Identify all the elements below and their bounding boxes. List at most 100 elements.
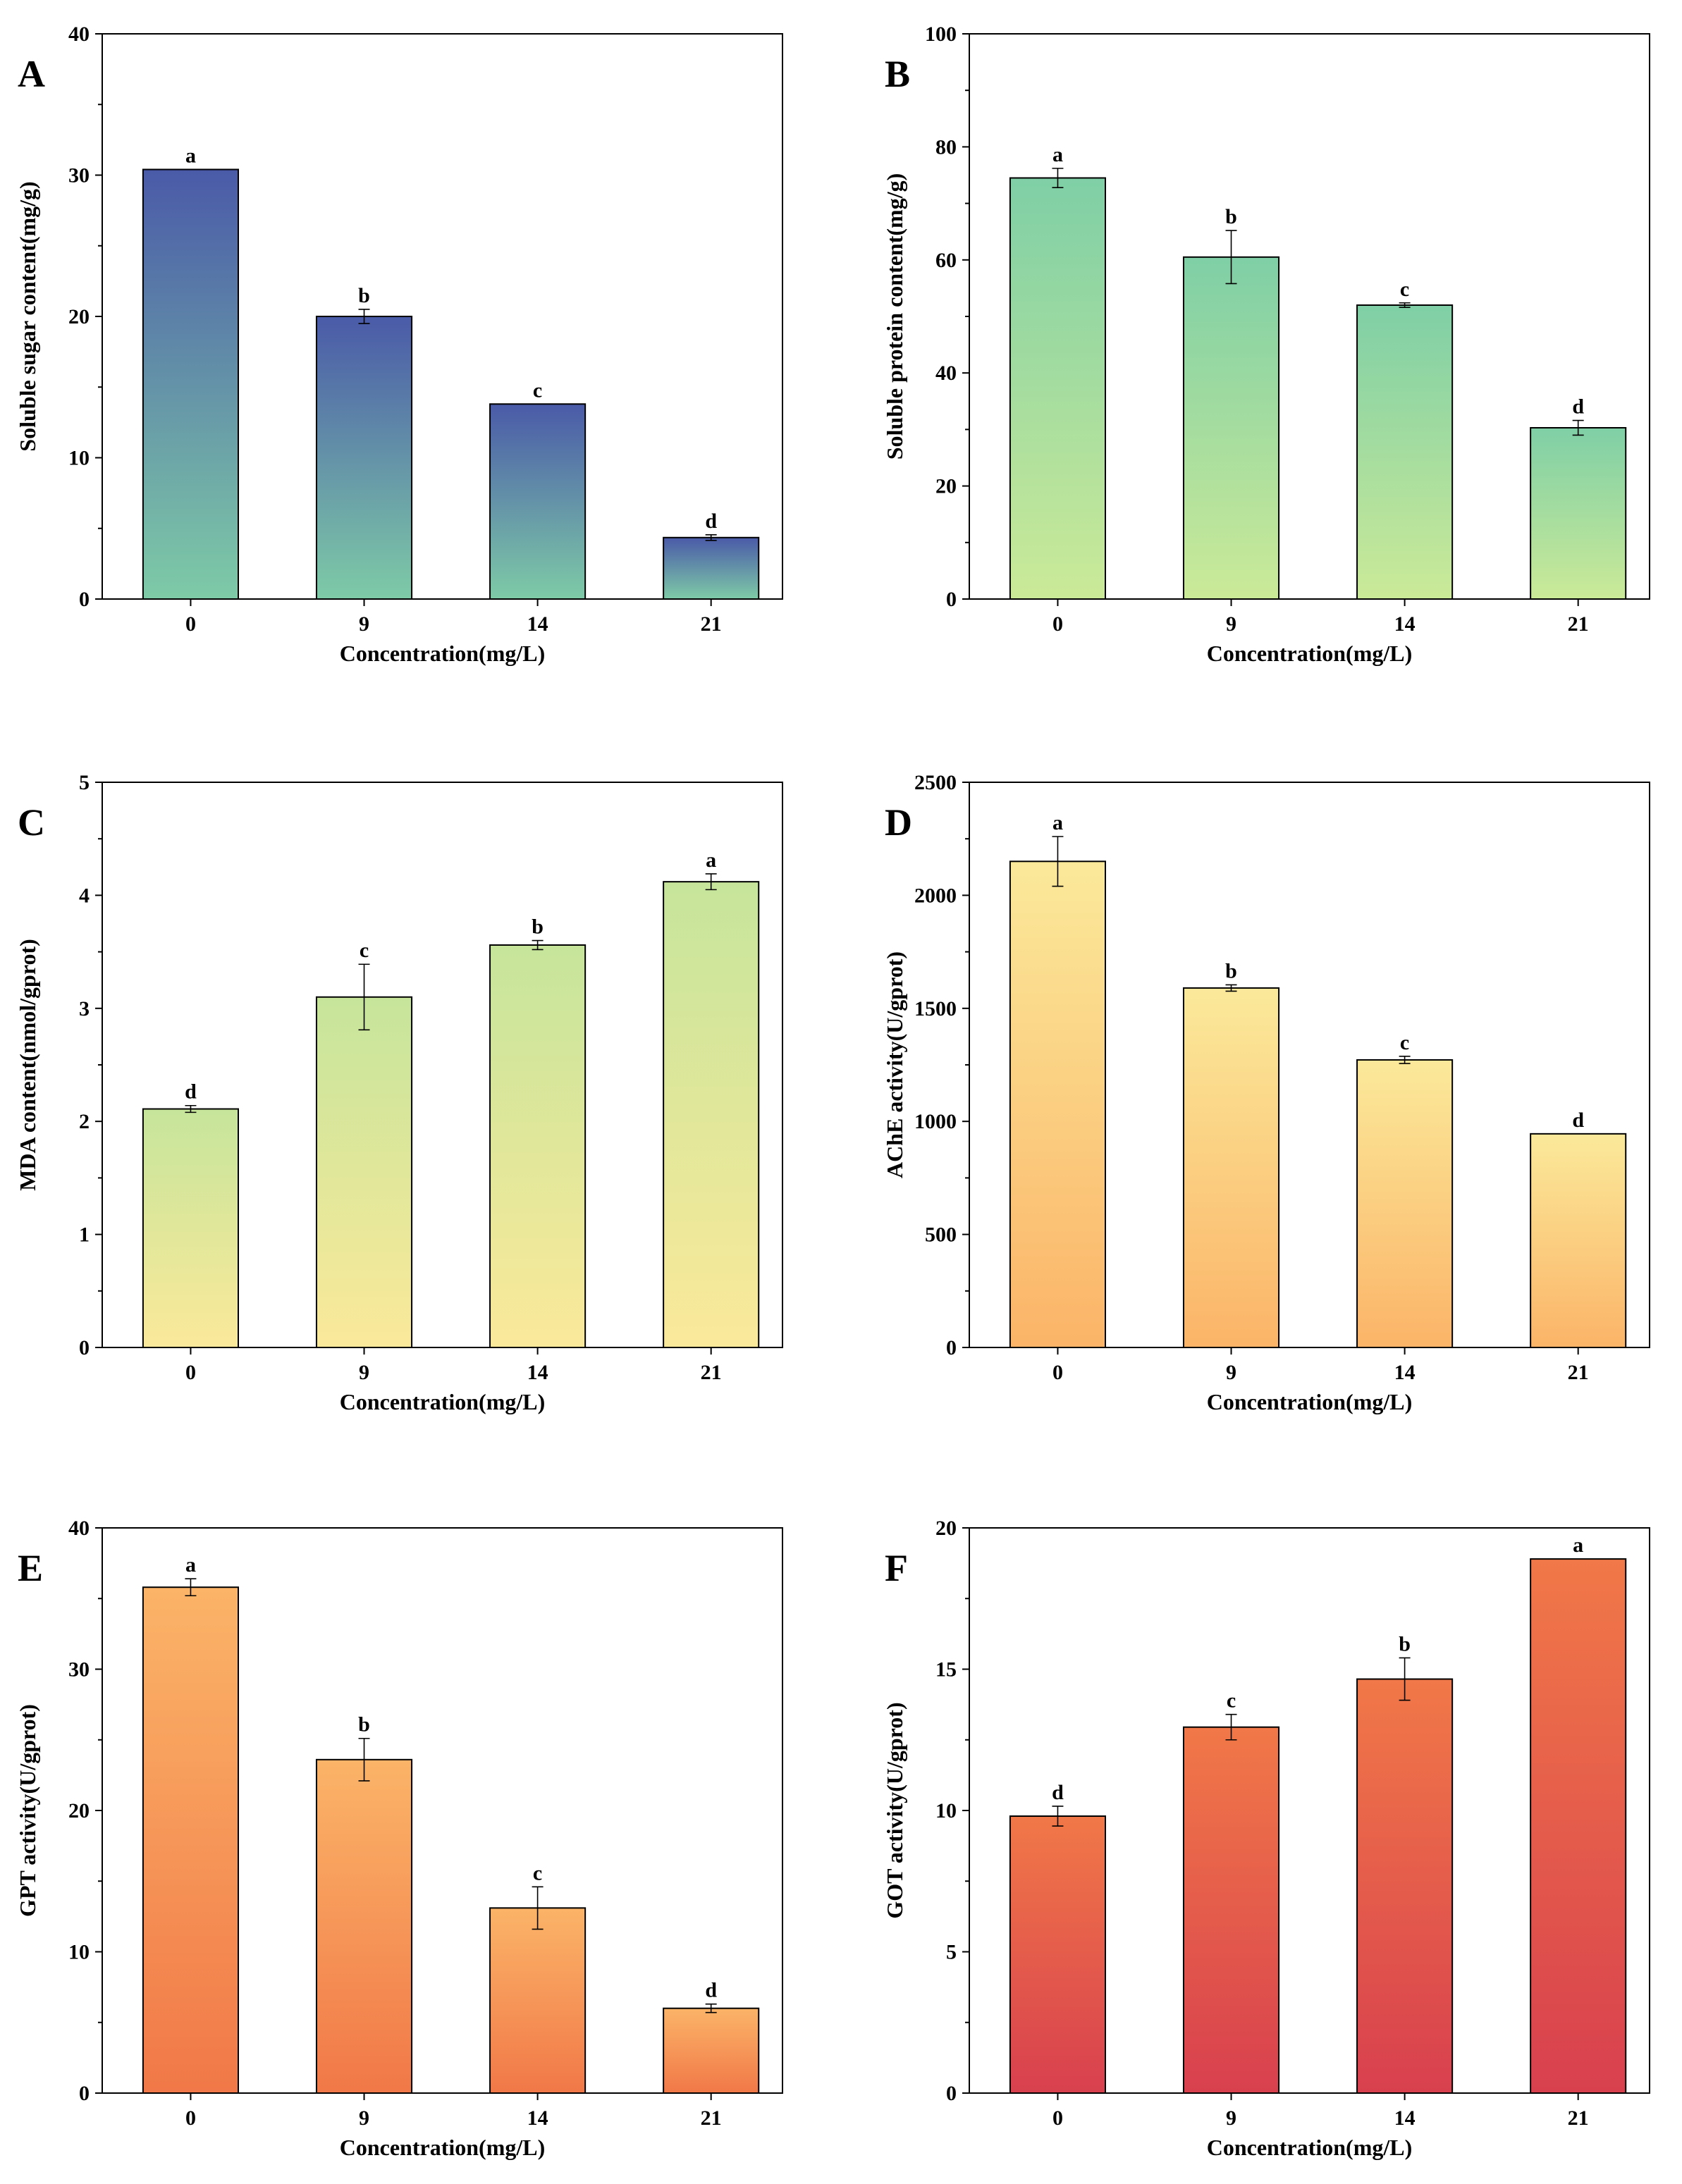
significance-label: d — [1572, 395, 1584, 419]
bar — [1182, 1726, 1280, 2094]
x-tick-label: 14 — [527, 2106, 548, 2130]
significance-label: d — [185, 1080, 197, 1104]
y-tick-label: 60 — [935, 249, 957, 272]
significance-label: a — [706, 849, 716, 872]
y-axis-title: Soluble sugar content(mg/g) — [15, 181, 40, 451]
y-tick-label: 0 — [946, 588, 957, 611]
y-tick-label: 15 — [935, 1658, 957, 1682]
x-tick-label: 14 — [1394, 1361, 1416, 1384]
significance-label: d — [705, 1979, 717, 2002]
panel-letter: F — [885, 1547, 908, 1589]
y-tick-label: 0 — [79, 588, 90, 611]
plot-frame — [102, 33, 783, 600]
panel-b: a 0 b 9 c 14 d 21 0 20 40 60 80 100 Concentration(mg/L… — [882, 23, 1650, 666]
bar — [1182, 987, 1280, 1348]
significance-label: b — [358, 1713, 370, 1736]
x-tick-label: 9 — [359, 612, 369, 636]
y-tick-label: 30 — [68, 164, 90, 187]
significance-label: d — [1052, 1781, 1064, 1804]
y-tick-label: 20 — [68, 1799, 90, 1822]
x-axis-title: Concentration(mg/L) — [340, 641, 546, 666]
significance-label: a — [1052, 143, 1063, 166]
bar — [1009, 177, 1107, 600]
y-tick-label: 500 — [925, 1223, 957, 1247]
significance-label: b — [532, 915, 544, 939]
bar — [142, 1586, 239, 2094]
y-tick-label: 5 — [946, 1941, 957, 1964]
x-tick-label: 14 — [1394, 612, 1416, 636]
panel-e: a 0 b 9 c 14 d 21 0 10 20 30 40 Concentration(mg/L) GP… — [15, 1517, 783, 2160]
bar — [489, 403, 587, 600]
x-tick-label: 21 — [701, 2106, 722, 2130]
panel-a: a 0 b 9 c 14 d 21 0 10 20 30 40 Concentration(mg/L) So… — [15, 23, 783, 666]
x-axis-title: Concentration(mg/L) — [1207, 2135, 1413, 2160]
bar — [1530, 1133, 1627, 1348]
y-axis-title: MDA content(nmol/gprot) — [15, 939, 40, 1191]
bar — [663, 2007, 760, 2094]
significance-label: a — [185, 144, 196, 167]
y-tick-label: 2000 — [914, 884, 957, 907]
y-tick-label: 10 — [935, 1799, 957, 1822]
y-tick-label: 0 — [946, 2082, 957, 2105]
x-tick-label: 9 — [1226, 2106, 1236, 2130]
panel-c: d 0 c 9 b 14 a 21 0 1 2 3 4 5 Concentration(mg/L) MDA c… — [15, 771, 783, 1414]
y-tick-label: 20 — [935, 1517, 957, 1540]
plot-frame — [969, 1527, 1650, 2094]
bar — [142, 168, 239, 600]
bar — [663, 536, 760, 600]
y-tick-label: 0 — [79, 2082, 90, 2105]
x-tick-label: 14 — [527, 1361, 548, 1384]
panel-letter: E — [18, 1547, 43, 1589]
bar — [1530, 426, 1627, 600]
y-tick-label: 10 — [68, 447, 90, 470]
plot-frame — [102, 1527, 783, 2094]
panel-d: a 0 b 9 c 14 d 21 0 500 1000 1500 2000 2500 Concentrat… — [882, 771, 1650, 1414]
x-tick-label: 9 — [1226, 612, 1236, 636]
x-axis-title: Concentration(mg/L) — [340, 1389, 546, 1414]
y-tick-label: 1 — [79, 1223, 90, 1247]
panel-letter: B — [885, 53, 910, 95]
x-tick-label: 9 — [359, 1361, 369, 1384]
significance-label: b — [358, 284, 370, 307]
x-tick-label: 9 — [359, 2106, 369, 2130]
x-tick-label: 14 — [527, 612, 548, 636]
y-tick-label: 100 — [925, 23, 957, 46]
significance-label: c — [360, 939, 369, 962]
significance-label: c — [1227, 1689, 1236, 1713]
x-tick-label: 9 — [1226, 1361, 1236, 1384]
significance-label: c — [533, 1861, 542, 1884]
y-axis-title: GOT activity(U/gprot) — [882, 1702, 907, 1918]
x-axis-title: Concentration(mg/L) — [340, 2135, 546, 2160]
y-tick-label: 2500 — [914, 771, 957, 794]
plot-frame — [969, 33, 1650, 600]
significance-label: b — [1399, 1632, 1411, 1655]
y-tick-label: 40 — [68, 23, 90, 46]
y-tick-label: 40 — [68, 1517, 90, 1540]
y-tick-label: 3 — [79, 997, 90, 1020]
bar — [315, 316, 413, 600]
y-tick-label: 5 — [79, 771, 90, 794]
y-tick-label: 40 — [935, 362, 957, 385]
x-tick-label: 0 — [185, 1361, 196, 1384]
x-tick-label: 21 — [701, 1361, 722, 1384]
x-tick-label: 21 — [1568, 2106, 1589, 2130]
y-tick-label: 30 — [68, 1658, 90, 1682]
y-tick-label: 1000 — [914, 1110, 957, 1133]
bar — [489, 944, 587, 1348]
y-tick-label: 2 — [79, 1110, 90, 1133]
x-tick-label: 21 — [1568, 612, 1589, 636]
significance-label: b — [1225, 205, 1237, 228]
significance-label: b — [1225, 959, 1237, 982]
x-tick-label: 14 — [1394, 2106, 1416, 2130]
bar — [315, 996, 413, 1348]
bar — [663, 881, 760, 1348]
y-tick-label: 0 — [79, 1336, 90, 1359]
significance-label: d — [1572, 1109, 1584, 1132]
panel-letter: D — [885, 801, 912, 844]
x-tick-label: 21 — [1568, 1361, 1589, 1384]
bar — [489, 1907, 587, 2094]
significance-label: d — [705, 510, 717, 533]
panel-f: d 0 c 9 b 14 a 21 0 5 10 15 20 Concentration(mg/L) GOT… — [882, 1517, 1650, 2160]
bar — [1356, 304, 1454, 600]
x-tick-label: 0 — [1052, 2106, 1063, 2130]
